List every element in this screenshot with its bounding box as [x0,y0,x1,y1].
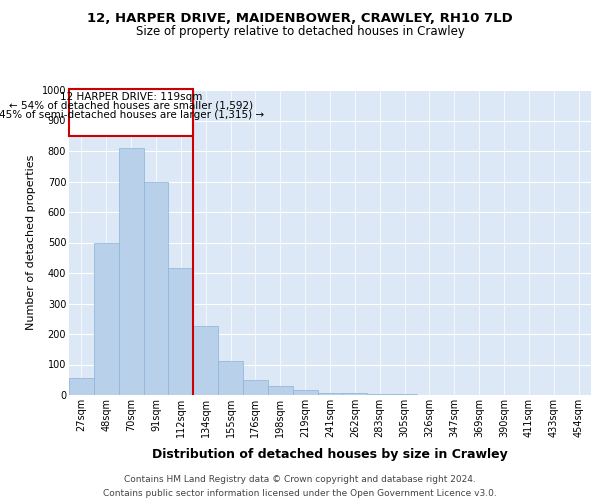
Bar [94,242,119,395]
Bar [367,394,392,395]
Bar [392,394,417,395]
Bar [119,148,143,395]
Text: 12, HARPER DRIVE, MAIDENBOWER, CRAWLEY, RH10 7LD: 12, HARPER DRIVE, MAIDENBOWER, CRAWLEY, … [87,12,513,26]
FancyBboxPatch shape [69,90,193,136]
Text: ← 54% of detached houses are smaller (1,592): ← 54% of detached houses are smaller (1,… [9,101,253,111]
Bar [268,386,293,395]
X-axis label: Distribution of detached houses by size in Crawley: Distribution of detached houses by size … [152,448,508,462]
Bar [143,182,169,395]
Bar [343,394,367,395]
Bar [243,380,268,395]
Bar [69,378,94,395]
Text: 12 HARPER DRIVE: 119sqm: 12 HARPER DRIVE: 119sqm [60,92,202,102]
Bar [193,326,218,395]
Bar [218,362,243,395]
Text: Size of property relative to detached houses in Crawley: Size of property relative to detached ho… [136,25,464,38]
Y-axis label: Number of detached properties: Number of detached properties [26,155,36,330]
Text: 45% of semi-detached houses are larger (1,315) →: 45% of semi-detached houses are larger (… [0,110,264,120]
Bar [293,390,317,395]
Bar [169,268,193,395]
Text: Contains HM Land Registry data © Crown copyright and database right 2024.
Contai: Contains HM Land Registry data © Crown c… [103,476,497,498]
Bar [317,392,343,395]
